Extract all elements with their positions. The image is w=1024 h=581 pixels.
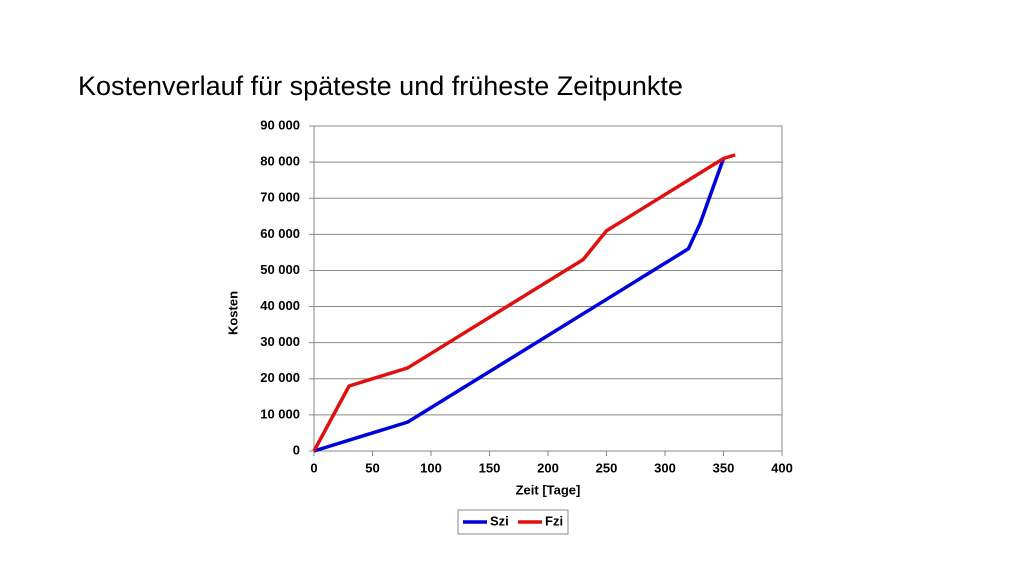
y-tick-label: 90 000	[260, 117, 300, 132]
y-tick-label: 50 000	[260, 262, 300, 277]
x-tick-label: 50	[365, 460, 379, 475]
y-tick-label: 40 000	[260, 298, 300, 313]
y-tick-label: 70 000	[260, 190, 300, 205]
x-tick-label: 100	[420, 460, 442, 475]
x-tick-label: 350	[713, 460, 735, 475]
x-tick-label: 300	[654, 460, 676, 475]
x-tick-label: 150	[479, 460, 501, 475]
x-tick-label: 250	[596, 460, 618, 475]
legend-label: Szi	[490, 513, 509, 528]
x-tick-label: 0	[310, 460, 317, 475]
y-tick-label: 60 000	[260, 226, 300, 241]
series-line	[313, 157, 726, 453]
y-axis-label: Kosten	[225, 291, 240, 335]
chart-title: Kostenverlauf für späteste und früheste …	[78, 71, 683, 101]
y-tick-label: 0	[293, 442, 300, 457]
x-tick-label: 200	[537, 460, 559, 475]
plot-frame	[313, 125, 783, 452]
series-line	[312, 153, 736, 452]
y-tick-label: 10 000	[260, 406, 300, 421]
legend-label: Fzi	[545, 513, 563, 528]
y-tick-label: 80 000	[260, 154, 300, 169]
x-tick-label: 400	[771, 460, 793, 475]
x-axis-label: Zeit [Tage]	[516, 482, 581, 497]
y-tick-label: 30 000	[260, 334, 300, 349]
y-tick-label: 20 000	[260, 370, 300, 385]
